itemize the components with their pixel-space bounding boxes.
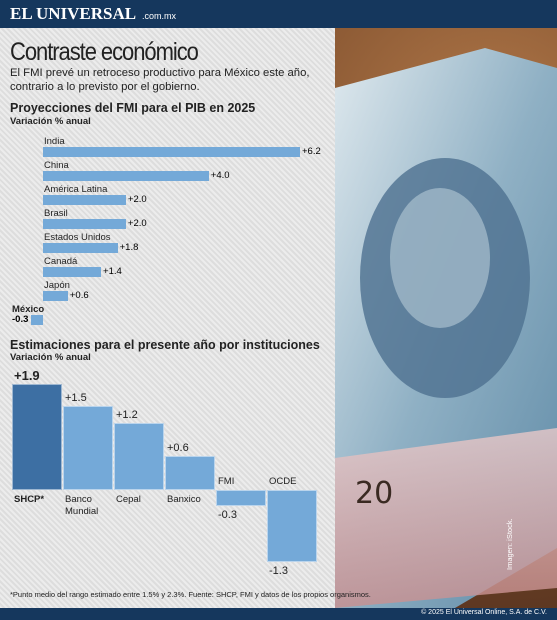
category-label: Brasil	[44, 208, 68, 219]
bar	[43, 267, 102, 277]
category-label: SHCP*	[14, 493, 45, 505]
category-label: Banco Mundial	[65, 493, 99, 517]
value-label: +4.0	[210, 170, 230, 181]
bar	[43, 171, 209, 181]
category-label: China	[44, 160, 69, 171]
bar	[216, 489, 266, 507]
value-label: +1.2	[116, 408, 138, 421]
banknote-photo: 20	[335, 28, 557, 608]
bar	[165, 456, 215, 490]
value-label: +1.5	[65, 392, 87, 405]
bar	[43, 243, 118, 253]
value-label: +0.6	[69, 290, 89, 301]
bar	[43, 291, 68, 301]
bar	[114, 422, 164, 490]
banknote-number: 20	[355, 476, 393, 511]
category-label: Japón	[44, 280, 70, 291]
subtitle: El FMI prevé un retroceso productivo par…	[10, 67, 310, 93]
copyright: © 2025 El Universal Online, S.A. de C.V.	[421, 609, 547, 616]
chart-subtitle: Variación % anual	[10, 116, 91, 127]
value-label: +2.0	[127, 218, 147, 229]
brand-suffix: .com.mx	[142, 11, 177, 21]
category-label: FMI	[218, 475, 235, 487]
value-label: +6.2	[302, 146, 321, 157]
bar	[43, 195, 126, 205]
chart-title: Proyecciones del FMI para el PIB en 2025	[10, 101, 256, 115]
header-bar: EL UNIVERSAL .com.mx	[0, 0, 557, 28]
category-label: México	[12, 304, 45, 315]
brand: EL UNIVERSAL	[10, 4, 137, 23]
category-label: Canadá	[44, 256, 78, 267]
value-label: +1.4	[103, 266, 122, 277]
category-label: Cepal	[116, 493, 141, 505]
value-label: +1.9	[14, 368, 40, 383]
value-label: +1.8	[119, 242, 139, 253]
chart-title: Estimaciones para el presente año por in…	[10, 338, 320, 352]
bar	[12, 384, 62, 490]
title: Contraste económico	[10, 38, 199, 66]
bar	[63, 406, 113, 490]
category-label: Banxico	[167, 493, 201, 505]
value-label: -1.3	[269, 565, 288, 577]
value-label: +2.0	[127, 194, 147, 205]
category-label: Estados Unidos	[44, 232, 111, 243]
value-label: +0.6	[167, 442, 189, 455]
bar	[43, 147, 300, 157]
footnote: *Punto medio del rango estimado entre 1.…	[10, 590, 371, 599]
category-label: América Latina	[44, 184, 108, 195]
bar	[30, 315, 43, 325]
value-label: -0.3	[218, 509, 237, 522]
bar	[267, 489, 317, 562]
footer-bar: © 2025 El Universal Online, S.A. de C.V.	[0, 608, 557, 620]
chart-subtitle: Variación % anual	[10, 352, 91, 363]
category-label: India	[44, 136, 65, 147]
banknote-illustration: 20	[335, 48, 557, 608]
category-label: OCDE	[269, 475, 297, 487]
bar	[43, 219, 126, 229]
value-label: -0.3	[12, 314, 29, 325]
image-credit: Imagen: iStock.	[505, 518, 514, 570]
